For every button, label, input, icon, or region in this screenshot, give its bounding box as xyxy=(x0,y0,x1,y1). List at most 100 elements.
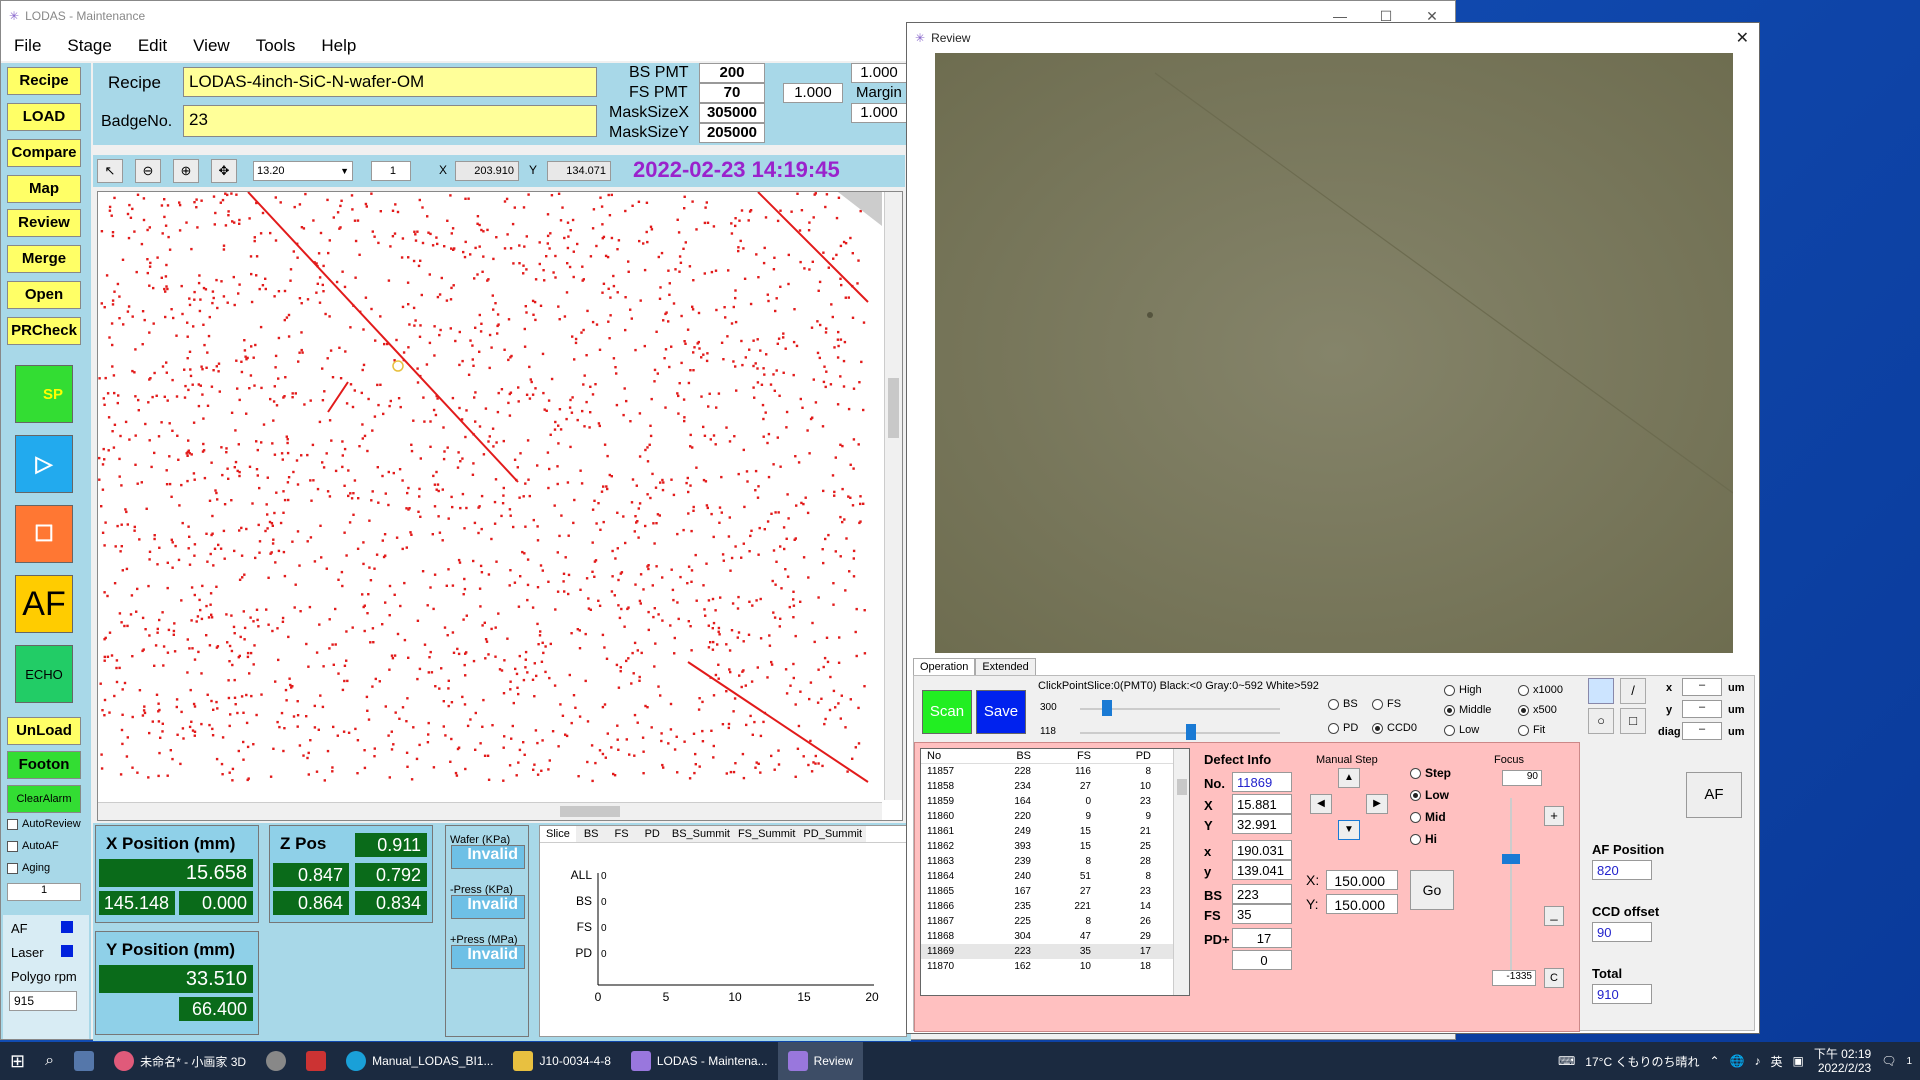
menu-file[interactable]: File xyxy=(14,36,42,55)
arrow-up-icon[interactable]: ▲ xyxy=(1338,768,1360,788)
tab-bs[interactable]: BS xyxy=(575,826,607,842)
sp-button[interactable]: SP xyxy=(15,365,73,423)
prcheck-button[interactable]: PRCheck xyxy=(7,317,81,345)
tab-fs-summit[interactable]: FS_Summit xyxy=(733,826,800,842)
slider2-track[interactable] xyxy=(1080,732,1280,734)
tab-fs[interactable]: FS xyxy=(606,826,637,842)
page-spinner[interactable]: 1 xyxy=(371,161,411,181)
maximize-icon[interactable]: ☐ xyxy=(1379,7,1393,24)
radio-pd[interactable]: PD xyxy=(1328,722,1358,734)
open-button[interactable]: Open xyxy=(7,281,81,309)
table-row[interactable]: 11865 167 27 23 xyxy=(921,884,1189,899)
masksizex-value[interactable]: 305000 xyxy=(699,103,765,123)
tab-extended[interactable]: Extended xyxy=(975,658,1036,676)
chevron-up-icon[interactable]: ⌃ xyxy=(1709,1054,1720,1068)
table-row[interactable]: 11860 220 9 9 xyxy=(921,809,1189,824)
circle-tool-icon[interactable]: ○ xyxy=(1588,708,1614,734)
radio-step-mid[interactable]: Mid xyxy=(1410,810,1446,824)
ime-indicator[interactable]: 英 xyxy=(1770,1054,1783,1069)
focus-slider-track[interactable] xyxy=(1510,798,1512,978)
tab-pd[interactable]: PD xyxy=(636,826,668,842)
settings-app-icon[interactable] xyxy=(256,1042,296,1080)
notification-icon[interactable]: 🗨 xyxy=(1881,1054,1897,1068)
autoreview-checkbox[interactable]: AutoReview xyxy=(7,818,81,830)
minimize-icon[interactable]: — xyxy=(1333,7,1347,24)
menu-edit[interactable]: Edit xyxy=(137,36,168,55)
taskbar-paint3d[interactable]: 未命名* - 小画家 3D xyxy=(104,1042,256,1080)
table-row[interactable]: 11857 228 116 8 xyxy=(921,764,1189,779)
table-row[interactable]: 11859 164 0 23 xyxy=(921,794,1189,809)
go-button[interactable]: Go xyxy=(1410,870,1454,910)
play-button[interactable]: ▷ xyxy=(15,435,73,493)
focus-minus-button[interactable]: _ xyxy=(1544,906,1564,926)
radio-fit[interactable]: Fit xyxy=(1518,724,1545,736)
tab-slice[interactable]: Slice xyxy=(540,826,576,842)
focus-c-button[interactable]: C xyxy=(1544,968,1564,988)
weather-text[interactable]: 17°C くもりのち晴れ xyxy=(1585,1054,1700,1069)
keyboard-icon[interactable]: ⌨ xyxy=(1557,1054,1576,1068)
aging-checkbox[interactable]: Aging xyxy=(7,862,50,874)
calculator-icon[interactable] xyxy=(64,1042,104,1080)
taskbar-edge[interactable]: Manual_LODAS_BI1... xyxy=(336,1042,503,1080)
menu-tools[interactable]: Tools xyxy=(255,36,296,55)
masksizey-value[interactable]: 205000 xyxy=(699,123,765,143)
map-vertical-scrollbar[interactable] xyxy=(884,192,902,800)
af-button[interactable]: AF xyxy=(1686,772,1742,818)
zoom-out-icon[interactable]: ⊖ xyxy=(135,159,161,183)
radio-middle[interactable]: Middle xyxy=(1444,704,1491,716)
stop-button[interactable]: ☐ xyxy=(15,505,73,563)
review-button[interactable]: Review xyxy=(7,209,81,237)
badge-field[interactable]: 23 xyxy=(183,105,597,137)
radio-x500[interactable]: x500 xyxy=(1518,704,1557,716)
table-row[interactable]: 11870 162 10 18 xyxy=(921,959,1189,974)
clearalarm-button[interactable]: ClearAlarm xyxy=(7,785,81,813)
focus-plus-button[interactable]: + xyxy=(1544,806,1564,826)
pan-icon[interactable]: ✥ xyxy=(211,159,237,183)
taskbar-review[interactable]: Review xyxy=(777,1042,863,1080)
recipe-button[interactable]: Recipe xyxy=(7,67,81,95)
goto-x-input[interactable]: 150.000 xyxy=(1326,870,1398,890)
merge-button[interactable]: Merge xyxy=(7,245,81,273)
square-tool-icon[interactable]: □ xyxy=(1620,708,1646,734)
wafer-map[interactable] xyxy=(97,191,903,821)
focus-slider-thumb[interactable] xyxy=(1502,854,1520,864)
bs-pmt-value[interactable]: 200 xyxy=(699,63,765,83)
menu-help[interactable]: Help xyxy=(321,36,357,55)
table-row[interactable]: 11862 393 15 25 xyxy=(921,839,1189,854)
line-tool-icon[interactable]: / xyxy=(1620,678,1646,704)
review-close-icon[interactable]: ✕ xyxy=(1735,30,1749,47)
rect-select-tool[interactable] xyxy=(1588,678,1614,704)
map-horizontal-scrollbar[interactable] xyxy=(98,802,882,820)
taskbar-folder[interactable]: J10-0034-4-8 xyxy=(503,1042,620,1080)
radio-step-low[interactable]: Low xyxy=(1410,788,1449,802)
windows-start-icon[interactable]: ⊞ xyxy=(10,1050,26,1071)
ime-icon[interactable]: ▣ xyxy=(1792,1054,1804,1068)
close-icon[interactable]: ✕ xyxy=(1426,7,1438,24)
recipe-field[interactable]: LODAS-4inch-SiC-N-wafer-OM xyxy=(183,67,597,97)
slider1-thumb[interactable] xyxy=(1102,700,1112,716)
table-row[interactable]: 11866 235 221 14 xyxy=(921,899,1189,914)
menu-stage[interactable]: Stage xyxy=(67,36,112,55)
radio-high[interactable]: High xyxy=(1444,684,1482,696)
radio-step[interactable]: Step xyxy=(1410,766,1451,780)
defect-table[interactable]: No BS FS PD 11857 228 116 8 11858 234 27 10 1185… xyxy=(920,748,1190,996)
menu-view[interactable]: View xyxy=(193,36,230,55)
zoom-select[interactable]: 13.20 ▼ xyxy=(253,161,353,181)
tab-pd-summit[interactable]: PD_Summit xyxy=(799,826,867,842)
table-row[interactable]: 11864 240 51 8 xyxy=(921,869,1189,884)
search-icon[interactable]: ⌕ xyxy=(45,1052,55,1069)
radio-ccd0[interactable]: CCD0 xyxy=(1372,722,1417,734)
slider1-track[interactable] xyxy=(1080,708,1280,710)
pointer-icon[interactable]: ↖ xyxy=(97,159,123,183)
aging-spinner[interactable]: 1 xyxy=(7,883,81,901)
table-row[interactable]: 11867 225 8 26 xyxy=(921,914,1189,929)
table-row[interactable]: 11863 239 8 28 xyxy=(921,854,1189,869)
scan-button[interactable]: Scan xyxy=(922,690,972,734)
radio-bs[interactable]: BS xyxy=(1328,698,1358,710)
af-big-button[interactable]: AF xyxy=(15,575,73,633)
clock[interactable]: 下午 02:19 2022/2/23 xyxy=(1814,1047,1871,1075)
tool-app-icon[interactable] xyxy=(296,1042,336,1080)
load-button[interactable]: LOAD xyxy=(7,103,81,131)
map-button[interactable]: Map xyxy=(7,175,81,203)
defect-map-canvas[interactable] xyxy=(98,192,882,800)
